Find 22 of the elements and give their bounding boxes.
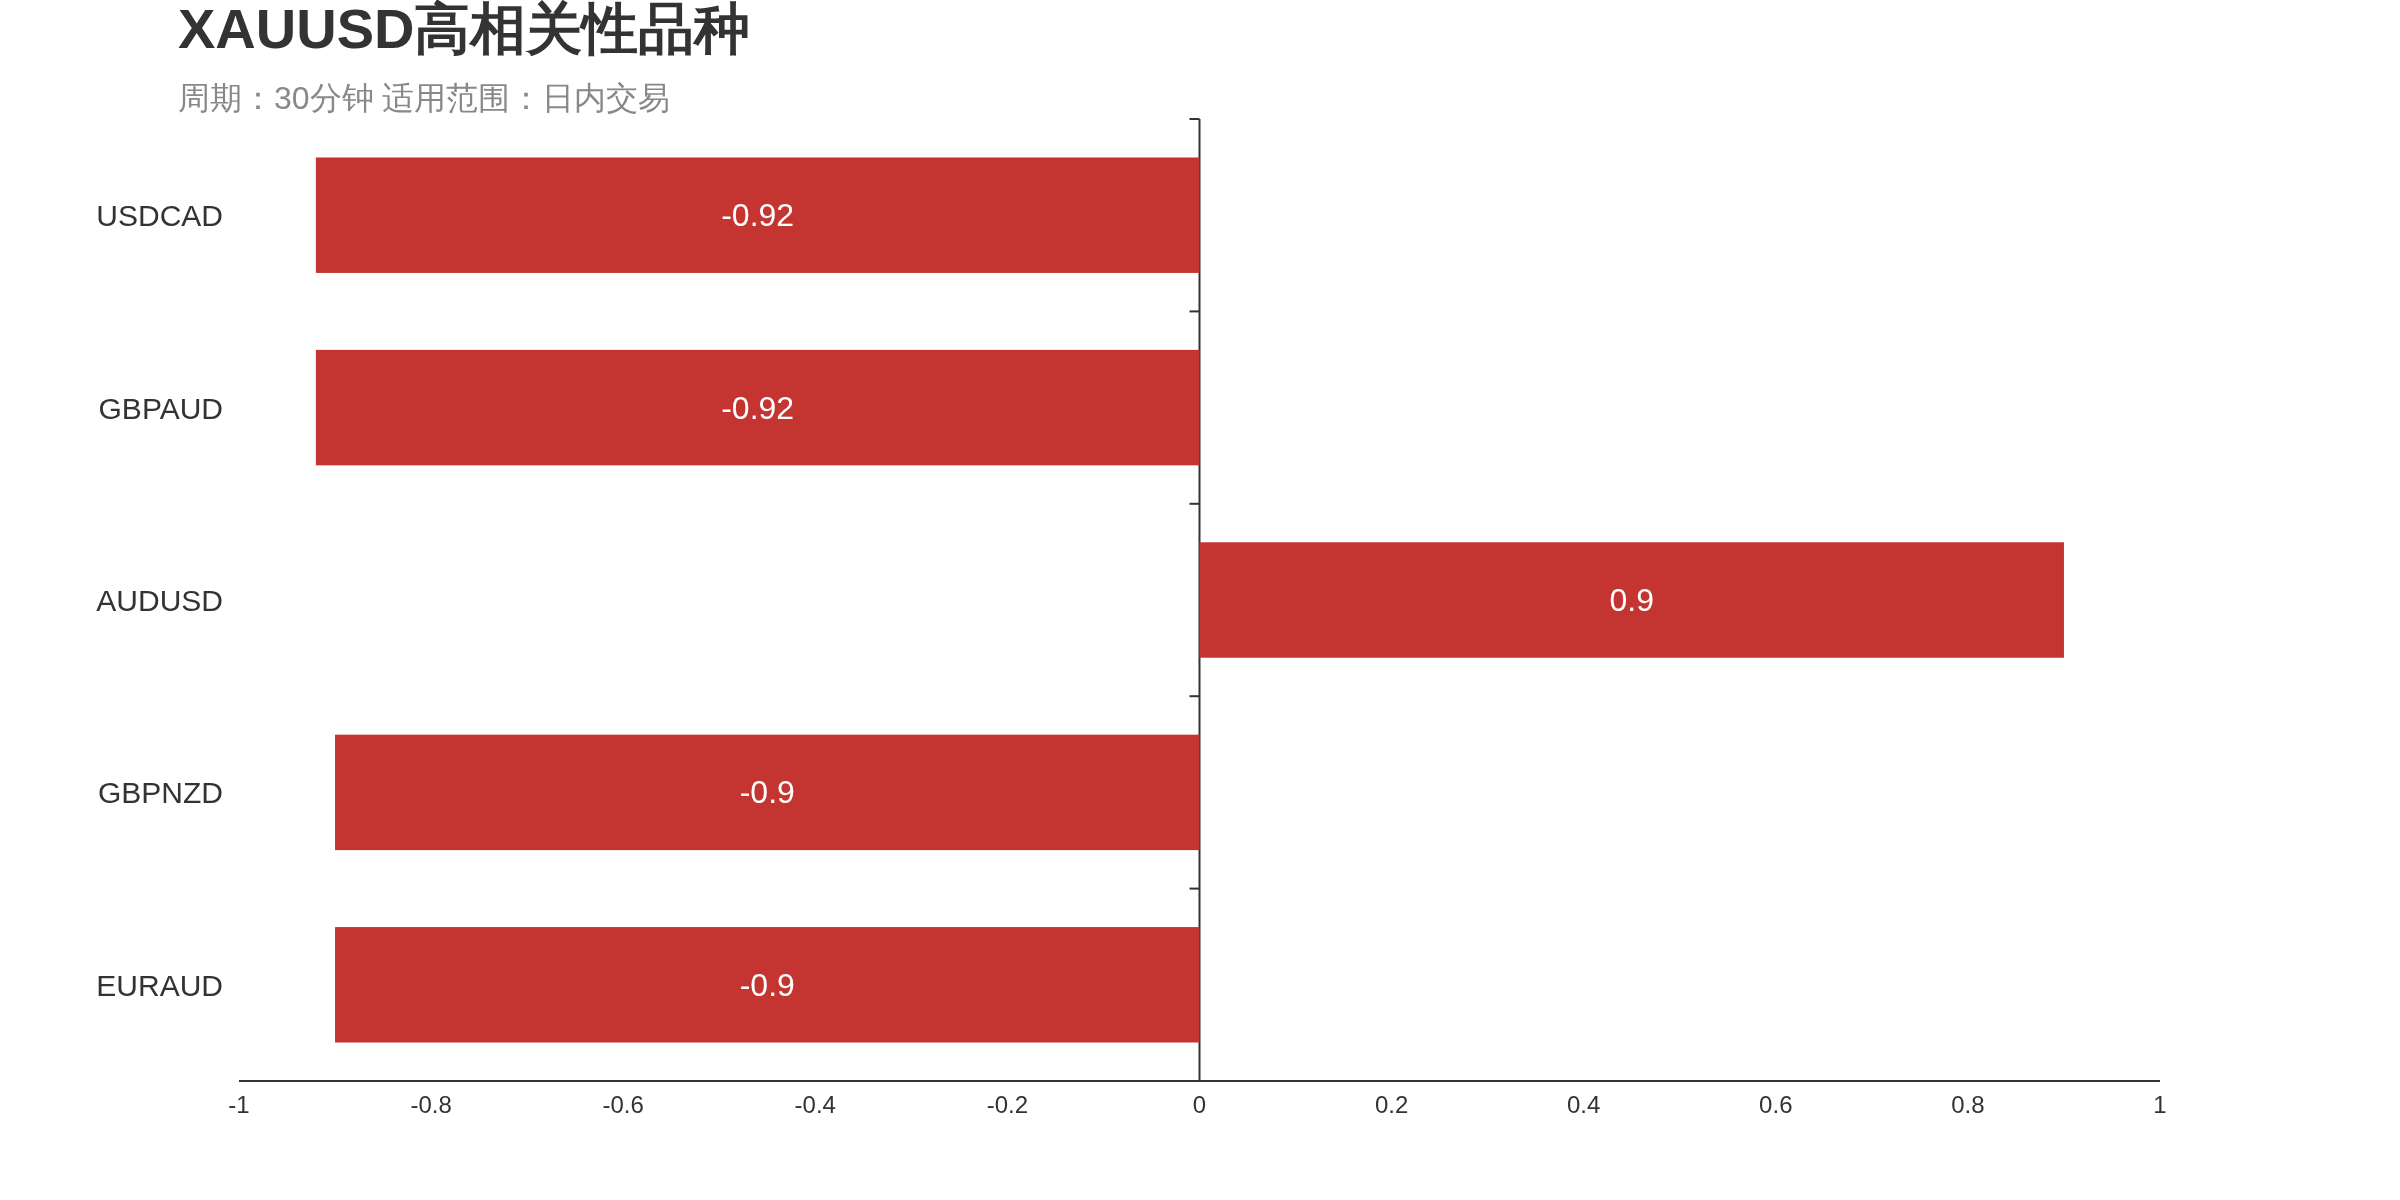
x-tick-label: 0.2 <box>1374 1091 1409 1118</box>
x-tick-label: -0.2 <box>986 1091 1029 1118</box>
chart-subtitle: 周期：30分钟 适用范围：日内交易 <box>178 80 671 116</box>
y-tick-label: GBPAUD <box>98 391 223 425</box>
x-tick-label: 0.8 <box>1951 1091 1985 1118</box>
data-label: -0.92 <box>721 197 795 234</box>
y-tick-label: GBPNZD <box>97 776 223 810</box>
x-tick-label: 0 <box>1192 1091 1207 1118</box>
x-tick-label: -0.4 <box>794 1091 836 1118</box>
data-label: -0.92 <box>721 389 795 426</box>
x-tick-label: -0.8 <box>410 1091 452 1118</box>
y-tick-label: AUDUSD <box>96 584 223 617</box>
y-tick-label: EURAUD <box>96 968 223 1002</box>
y-tick-label: USDCAD <box>96 199 223 233</box>
data-label: -0.9 <box>739 774 795 811</box>
x-tick-label: 0.4 <box>1567 1091 1601 1118</box>
x-tick-label: 1 <box>2153 1091 2167 1118</box>
data-label: -0.9 <box>739 966 795 1003</box>
x-tick-label: -1 <box>228 1091 250 1118</box>
x-tick-label: 0.6 <box>1759 1091 1793 1118</box>
data-label: 0.9 <box>1609 582 1654 618</box>
x-tick-label: -0.6 <box>602 1091 644 1118</box>
